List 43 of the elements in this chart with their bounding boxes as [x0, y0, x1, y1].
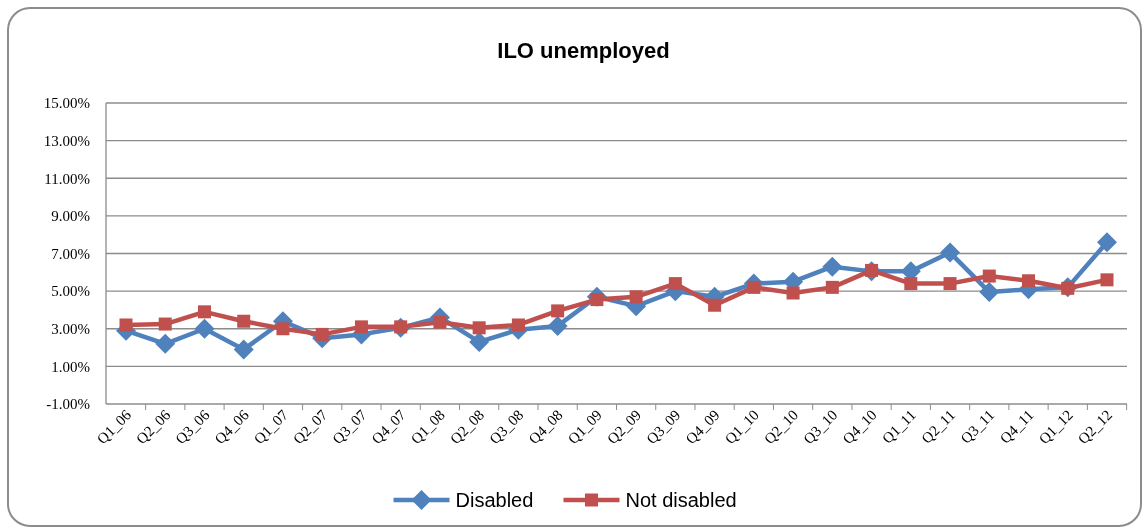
point — [547, 315, 568, 336]
point — [158, 317, 172, 331]
point — [276, 322, 290, 336]
point — [197, 305, 211, 319]
point — [786, 286, 800, 300]
chart-title: ILO unemployed — [497, 38, 670, 63]
point — [469, 331, 490, 352]
point — [825, 280, 839, 294]
point — [551, 304, 565, 318]
point — [433, 315, 447, 329]
point — [904, 277, 918, 291]
point — [1097, 232, 1117, 253]
point — [982, 269, 996, 283]
point — [194, 318, 215, 339]
y-tick-label: 11.00% — [44, 170, 90, 187]
y-tick-label: 13.00% — [43, 132, 90, 149]
point — [233, 339, 254, 360]
point — [747, 280, 761, 294]
point — [315, 327, 329, 341]
point — [940, 242, 961, 263]
point — [943, 277, 957, 291]
legend-label: Not disabled — [625, 489, 737, 511]
y-tick-label: 3.00% — [51, 321, 90, 337]
y-tick-label: 7.00% — [51, 245, 90, 262]
point — [511, 318, 525, 332]
y-tick-label: 15.00% — [43, 95, 90, 112]
y-tick-label: 1.00% — [51, 358, 90, 375]
legend-label: Disabled — [455, 489, 534, 511]
point — [1100, 273, 1114, 287]
point — [822, 256, 843, 277]
y-tick-label: 5.00% — [51, 283, 90, 300]
point — [472, 321, 486, 335]
point — [354, 320, 368, 334]
point — [629, 290, 643, 304]
point — [155, 333, 176, 354]
y-tick-label: -1.00% — [46, 396, 90, 413]
y-tick-label: 9.00% — [51, 208, 90, 225]
point — [979, 282, 1000, 303]
point — [708, 298, 722, 312]
point — [1022, 274, 1036, 288]
point — [668, 277, 682, 291]
point — [237, 314, 251, 328]
point — [119, 318, 133, 332]
